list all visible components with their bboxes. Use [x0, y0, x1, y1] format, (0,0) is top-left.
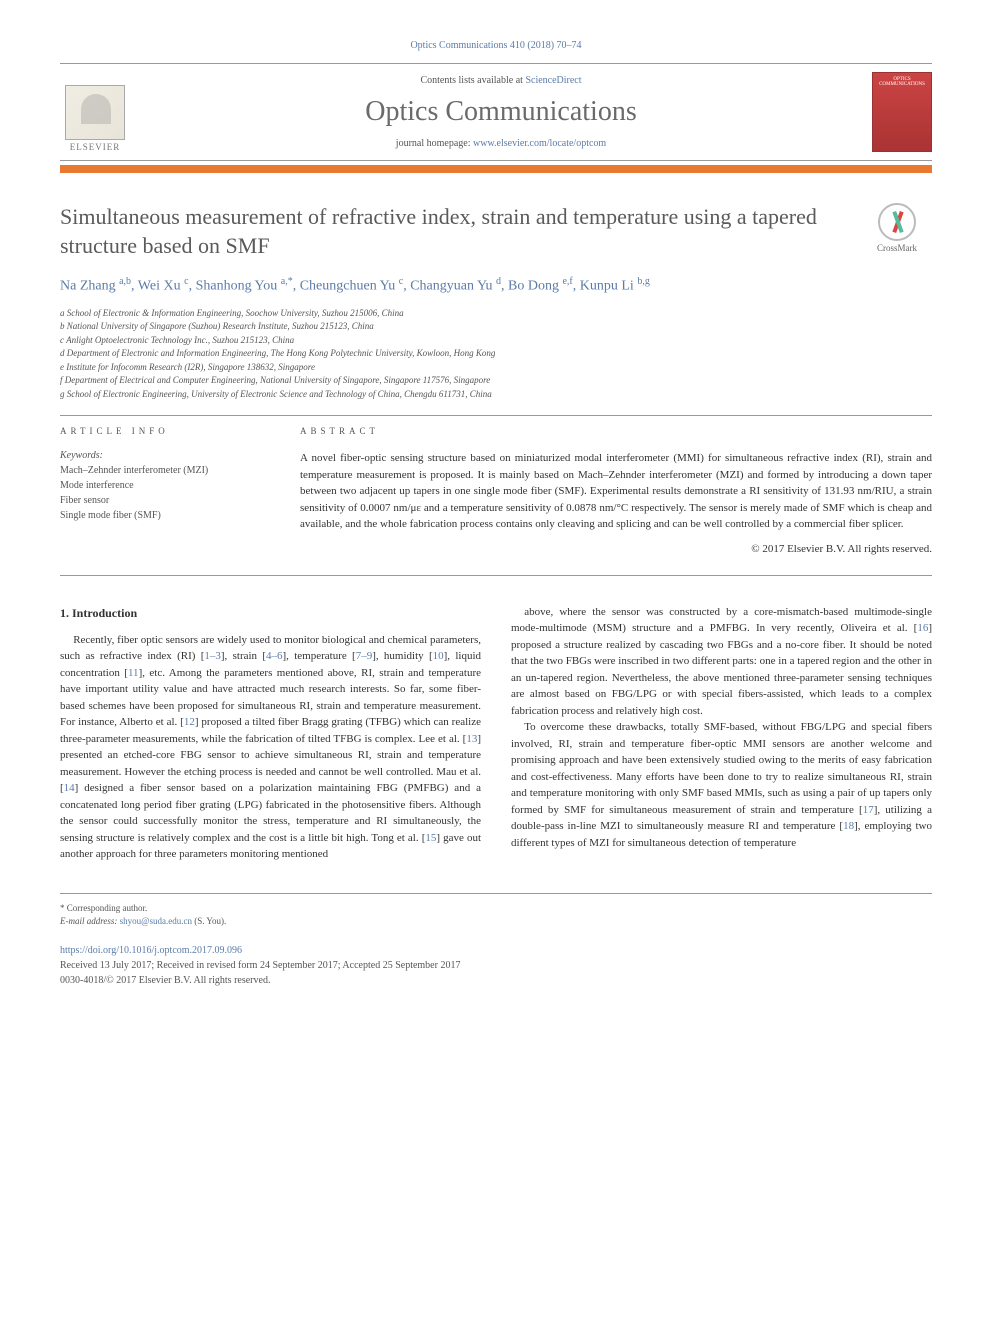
keyword-item: Fiber sensor — [60, 493, 260, 508]
received-dates: Received 13 July 2017; Received in revis… — [60, 958, 932, 973]
citation-ref[interactable]: 1–3 — [204, 650, 221, 662]
body-paragraph: To overcome these drawbacks, totally SMF… — [511, 719, 932, 851]
abstract-text: A novel fiber-optic sensing structure ba… — [300, 450, 932, 533]
crossmark-badge[interactable]: CrossMark — [862, 203, 932, 253]
affiliation-item: b National University of Singapore (Suzh… — [60, 320, 932, 334]
sciencedirect-link[interactable]: ScienceDirect — [525, 75, 581, 86]
homepage-prefix: journal homepage: — [396, 138, 473, 149]
article-info-column: ARTICLE INFO Keywords: Mach–Zehnder inte… — [60, 426, 260, 555]
keyword-item: Single mode fiber (SMF) — [60, 508, 260, 523]
homepage-link[interactable]: www.elsevier.com/locate/optcom — [473, 138, 606, 149]
section-heading-intro: 1. Introduction — [60, 604, 481, 622]
crossmark-label: CrossMark — [877, 243, 917, 253]
keyword-item: Mode interference — [60, 478, 260, 493]
citation-ref[interactable]: 12 — [184, 716, 195, 728]
affiliation-item: f Department of Electrical and Computer … — [60, 374, 932, 388]
affiliation-item: g School of Electronic Engineering, Univ… — [60, 388, 932, 402]
cover-label: OPTICS COMMUNICATIONS — [873, 73, 931, 87]
citation-ref[interactable]: 4–6 — [266, 650, 283, 662]
abstract-copyright: © 2017 Elsevier B.V. All rights reserved… — [300, 543, 932, 555]
keywords-list: Mach–Zehnder interferometer (MZI)Mode in… — [60, 463, 260, 523]
journal-name: Optics Communications — [130, 96, 872, 128]
journal-header: ELSEVIER Contents lists available at Sci… — [60, 63, 932, 161]
article-title: Simultaneous measurement of refractive i… — [60, 203, 842, 260]
author-list: Na Zhang a,b, Wei Xu c, Shanhong You a,*… — [60, 274, 932, 297]
divider-full — [60, 575, 932, 576]
abstract-column: ABSTRACT A novel fiber-optic sensing str… — [300, 426, 932, 555]
keyword-item: Mach–Zehnder interferometer (MZI) — [60, 463, 260, 478]
affiliation-item: c Anlight Optoelectronic Technology Inc.… — [60, 334, 932, 348]
elsevier-tree-icon — [65, 85, 125, 140]
body-paragraph: above, where the sensor was constructed … — [511, 604, 932, 720]
body-column-left: 1. Introduction Recently, fiber optic se… — [60, 604, 481, 863]
doi-link[interactable]: https://doi.org/10.1016/j.optcom.2017.09… — [60, 943, 932, 958]
corresponding-author-note: * Corresponding author. — [60, 902, 932, 916]
publisher-logo: ELSEVIER — [60, 72, 130, 152]
contents-prefix: Contents lists available at — [420, 75, 525, 86]
abstract-heading: ABSTRACT — [300, 426, 932, 436]
citation-ref[interactable]: 11 — [128, 667, 139, 679]
citation-ref[interactable]: 10 — [433, 650, 444, 662]
affiliation-item: e Institute for Infocomm Research (I2R),… — [60, 361, 932, 375]
issn-copyright: 0030-4018/© 2017 Elsevier B.V. All right… — [60, 973, 932, 988]
affiliation-item: d Department of Electronic and Informati… — [60, 347, 932, 361]
crossmark-icon — [878, 203, 916, 241]
accent-bar — [60, 165, 932, 173]
citation-ref[interactable]: 14 — [64, 782, 75, 794]
citation-ref[interactable]: 15 — [425, 832, 436, 844]
publisher-label: ELSEVIER — [70, 142, 121, 152]
footer-meta: https://doi.org/10.1016/j.optcom.2017.09… — [60, 943, 932, 988]
affiliations-list: a School of Electronic & Information Eng… — [60, 307, 932, 402]
journal-reference: Optics Communications 410 (2018) 70–74 — [60, 40, 932, 51]
body-paragraph: Recently, fiber optic sensors are widely… — [60, 632, 481, 863]
email-suffix: (S. You). — [192, 916, 226, 926]
header-center: Contents lists available at ScienceDirec… — [130, 75, 872, 149]
journal-cover-thumbnail: OPTICS COMMUNICATIONS — [872, 72, 932, 152]
keywords-label: Keywords: — [60, 450, 260, 461]
citation-ref[interactable]: 16 — [917, 622, 928, 634]
contents-line: Contents lists available at ScienceDirec… — [130, 75, 872, 86]
body-columns: 1. Introduction Recently, fiber optic se… — [60, 604, 932, 863]
email-link[interactable]: shyou@suda.edu.cn — [120, 916, 192, 926]
homepage-line: journal homepage: www.elsevier.com/locat… — [130, 138, 872, 149]
email-line: E-mail address: shyou@suda.edu.cn (S. Yo… — [60, 915, 932, 929]
email-label: E-mail address: — [60, 916, 120, 926]
citation-ref[interactable]: 7–9 — [356, 650, 373, 662]
footer-block: * Corresponding author. E-mail address: … — [60, 893, 932, 988]
citation-ref[interactable]: 17 — [863, 804, 874, 816]
affiliation-item: a School of Electronic & Information Eng… — [60, 307, 932, 321]
citation-ref[interactable]: 18 — [843, 820, 854, 832]
body-column-right: above, where the sensor was constructed … — [511, 604, 932, 863]
citation-ref[interactable]: 13 — [466, 733, 477, 745]
article-info-heading: ARTICLE INFO — [60, 426, 260, 436]
divider — [60, 415, 932, 416]
